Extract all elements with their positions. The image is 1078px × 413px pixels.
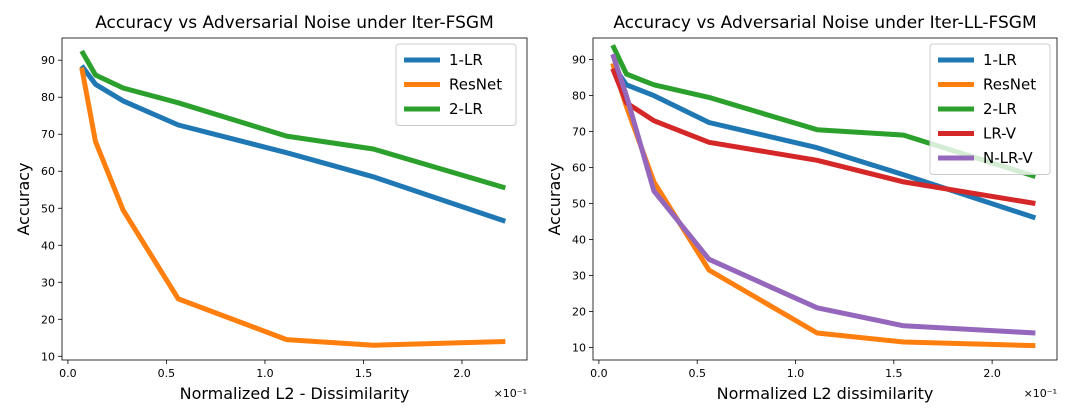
y-axis-label: Accuracy	[14, 162, 33, 235]
x-tick-label: 0.5	[158, 367, 176, 380]
y-tick-label: 20	[572, 305, 586, 318]
y-tick-label: 60	[41, 165, 55, 178]
series-line-n-lr-v	[610, 53, 1036, 336]
plot-frame	[61, 37, 528, 361]
y-tick-label: 70	[572, 126, 586, 139]
x-scale-exponent: ×10⁻¹	[494, 387, 527, 400]
y-tick-label: 40	[572, 233, 586, 246]
legend-entry: LR-V	[983, 125, 1017, 143]
y-tick-label: 80	[41, 91, 55, 104]
y-tick-label: 70	[41, 128, 55, 141]
chart-title: Accuracy vs Adversarial Noise under Iter…	[95, 13, 494, 33]
series-line-resnet	[610, 62, 1036, 349]
x-tick-label: 1.5	[885, 367, 903, 380]
chart-title: Accuracy vs Adversarial Noise under Iter…	[613, 13, 1036, 33]
legend-entry: 2-LR	[983, 100, 1017, 118]
legend-box	[395, 43, 517, 126]
x-tick-label: 1.0	[256, 367, 274, 380]
y-tick-label: 90	[572, 54, 586, 67]
chart-iter-fsgm: Accuracy vs Adversarial Noise under Iter…	[14, 13, 528, 403]
x-tick-label: 1.5	[355, 367, 373, 380]
legend-entry: N-LR-V	[983, 149, 1033, 167]
legend-entry: 1-LR	[983, 51, 1017, 69]
x-tick-label: 2.0	[983, 367, 1001, 380]
y-tick-label: 60	[572, 162, 586, 175]
y-tick-label: 20	[41, 313, 55, 326]
plot-frame	[592, 37, 1058, 361]
legend-entry: ResNet	[449, 76, 502, 94]
legend-entry: 2-LR	[449, 100, 483, 118]
series-line-resnet	[79, 67, 506, 348]
y-tick-label: 30	[572, 269, 586, 282]
legend-entry: 1-LR	[449, 51, 483, 69]
y-tick-label: 40	[41, 239, 55, 252]
chart-iter-ll-fsgm: Accuracy vs Adversarial Noise under Iter…	[545, 13, 1058, 403]
x-tick-label: 0.0	[590, 367, 608, 380]
x-tick-label: 2.0	[453, 367, 471, 380]
x-tick-label: 0.5	[688, 367, 706, 380]
x-axis-label: Normalized L2 dissimilarity	[717, 384, 934, 403]
y-tick-label: 10	[572, 341, 586, 354]
legend-box	[929, 43, 1051, 175]
y-axis-label: Accuracy	[545, 162, 564, 235]
y-tick-label: 30	[41, 276, 55, 289]
y-tick-label: 80	[572, 90, 586, 103]
y-tick-label: 90	[41, 54, 55, 67]
series-line-2-lr	[610, 44, 1037, 179]
series-line-2-lr	[79, 49, 507, 191]
y-tick-label: 50	[572, 197, 586, 210]
y-tick-label: 50	[41, 202, 55, 215]
x-tick-label: 1.0	[787, 367, 805, 380]
series-line-1-lr	[79, 64, 507, 224]
series-line-1-lr	[610, 63, 1037, 221]
x-scale-exponent: ×10⁻¹	[1024, 387, 1057, 400]
x-axis-label: Normalized L2 - Dissimilarity	[180, 384, 410, 403]
y-tick-label: 10	[41, 350, 55, 363]
x-tick-label: 0.0	[59, 367, 77, 380]
legend-entry: ResNet	[983, 76, 1036, 94]
